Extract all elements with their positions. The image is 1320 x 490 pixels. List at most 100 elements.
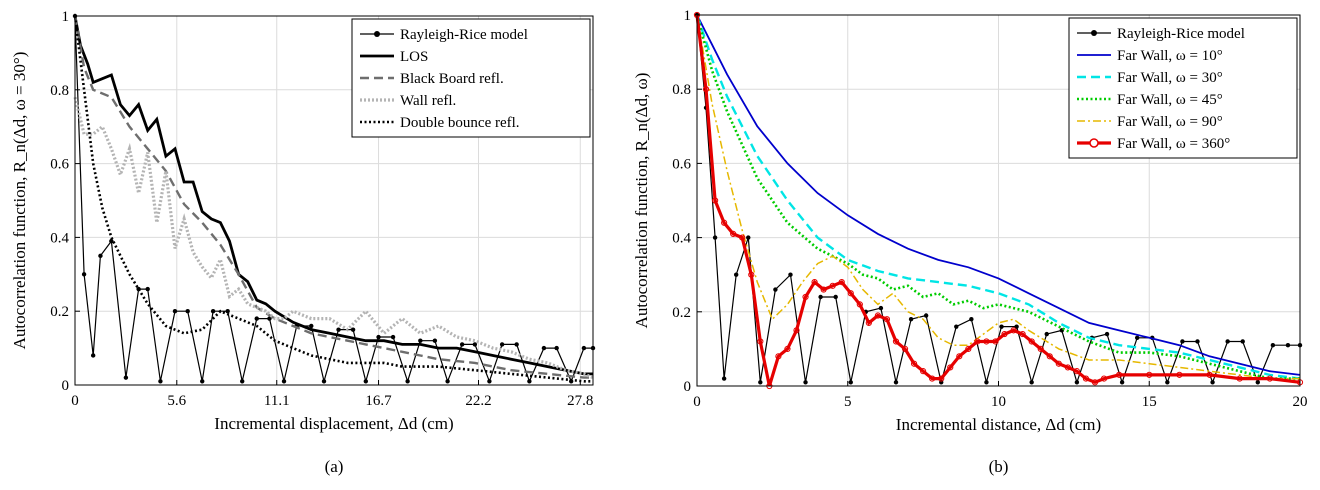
legend-label: Black Board refl. <box>400 71 504 87</box>
x-tick-label: 27.8 <box>567 393 593 409</box>
data-point <box>1091 379 1099 386</box>
data-point <box>554 345 559 351</box>
chart-panel-b: 0 5 10 15 20 0 0.2 0.4 0.6 0.8 1 Incremental distan… <box>632 8 1308 476</box>
data-point <box>90 353 96 358</box>
data-point <box>1019 330 1026 338</box>
x-axis-label: Incremental distance, Δd (cm) <box>896 415 1101 434</box>
data-point <box>739 234 746 241</box>
data-point <box>923 313 929 318</box>
data-point <box>281 379 287 384</box>
data-point <box>1100 375 1108 382</box>
series-line-p1-3 <box>695 14 1300 380</box>
data-point <box>733 272 739 277</box>
data-point <box>829 282 836 289</box>
data-point <box>1055 360 1062 367</box>
data-point <box>1074 380 1080 385</box>
data-point <box>1236 375 1243 382</box>
data-point <box>1146 371 1153 378</box>
data-point <box>309 323 314 329</box>
data-point <box>240 379 245 384</box>
y-axis-label: Autocorrelation function, R_n(Δd, ω) <box>632 73 651 329</box>
data-point <box>1210 380 1215 385</box>
data-point <box>847 290 854 297</box>
y-tick-label: 0.6 <box>50 157 69 173</box>
legend-label: Wall refl. <box>400 93 456 109</box>
data-point <box>1046 353 1053 360</box>
y-tick-label: 0 <box>684 379 692 395</box>
data-point <box>788 272 793 277</box>
data-point <box>445 379 450 384</box>
series-line-p0-2 <box>73 15 593 379</box>
legend-box <box>1068 17 1298 159</box>
series-line-p1-5 <box>695 14 1301 387</box>
y-tick-label: 0.2 <box>50 304 69 320</box>
data-point <box>969 317 974 322</box>
series-line-p0-1 <box>73 15 593 376</box>
data-point <box>746 235 751 240</box>
data-point <box>856 301 863 308</box>
legend-marker <box>1091 30 1097 36</box>
data-point <box>992 338 999 345</box>
x-tick-label: 0 <box>71 393 79 409</box>
data-point <box>784 345 791 352</box>
legend-label: Far Wall, ω = 45° <box>1117 92 1223 108</box>
data-point <box>123 375 129 380</box>
legend-marker <box>374 31 380 37</box>
data-point <box>702 86 710 93</box>
data-point <box>802 293 809 301</box>
y-tick-label: 0.2 <box>672 305 691 321</box>
x-tick-label: 22.2 <box>465 393 491 409</box>
data-point <box>818 294 823 300</box>
data-point <box>405 379 410 384</box>
data-point <box>1165 380 1170 385</box>
data-point <box>225 309 230 314</box>
data-point <box>1195 339 1200 344</box>
legend-label: Far Wall, ω = 10° <box>1117 48 1223 64</box>
data-point <box>874 312 882 319</box>
data-point <box>811 279 818 286</box>
data-point <box>878 305 884 311</box>
data-point <box>730 230 737 237</box>
x-tick-label: 10 <box>991 394 1006 410</box>
data-point <box>1014 324 1019 329</box>
data-point <box>892 338 900 345</box>
y-tick-label: 0.4 <box>672 231 691 247</box>
data-point <box>210 309 216 314</box>
data-point <box>956 353 963 360</box>
data-point <box>1119 380 1125 385</box>
data-point <box>1180 339 1185 344</box>
data-point <box>254 316 259 321</box>
data-point <box>376 334 381 340</box>
data-point <box>1116 371 1123 378</box>
data-point <box>459 342 465 347</box>
data-point <box>1255 380 1260 385</box>
y-tick-label: 0.8 <box>672 82 691 98</box>
data-point <box>910 360 918 367</box>
data-point <box>200 379 205 384</box>
data-point <box>472 342 478 347</box>
legend-label: Far Wall, ω = 360° <box>1117 136 1230 152</box>
legend-label: Double bounce refl. <box>400 115 520 131</box>
data-point <box>172 309 178 314</box>
data-point <box>418 338 423 343</box>
legend-label: LOS <box>400 49 428 65</box>
x-axis-label: Incremental displacement, Δd (cm) <box>214 414 453 433</box>
y-tick-label: 1 <box>62 9 70 25</box>
y-tick-label: 1 <box>684 8 692 24</box>
data-point <box>499 342 505 347</box>
y-tick-label: 0.4 <box>50 230 69 246</box>
data-point <box>390 334 396 340</box>
legend-marker <box>1089 138 1099 148</box>
data-point <box>1037 345 1044 352</box>
data-point <box>838 279 845 286</box>
data-point <box>712 235 718 240</box>
x-tick-label: 5 <box>844 394 852 410</box>
data-point <box>432 338 438 343</box>
data-point <box>983 338 990 345</box>
data-point <box>773 287 778 292</box>
data-point <box>1044 331 1049 337</box>
data-point <box>721 219 728 226</box>
legend-label: Far Wall, ω = 30° <box>1117 70 1223 86</box>
data-point <box>1206 371 1213 378</box>
data-point <box>757 338 764 345</box>
